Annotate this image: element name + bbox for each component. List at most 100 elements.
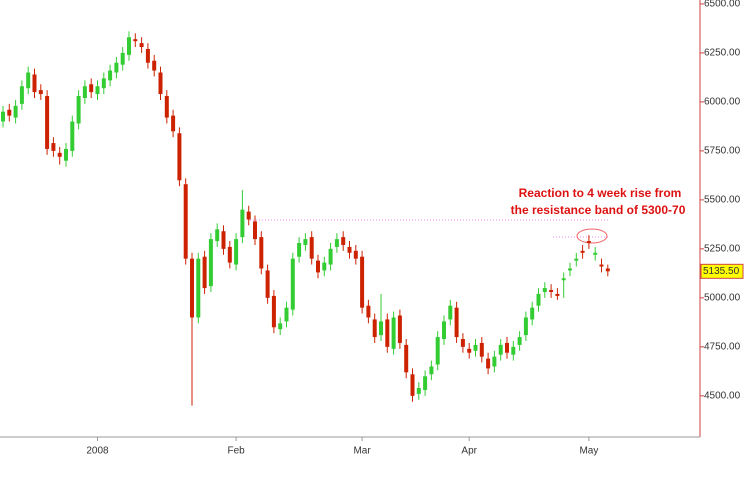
y-tick-label: 5000.00 — [704, 293, 741, 304]
candle-body — [586, 241, 591, 243]
candle-body — [177, 133, 182, 181]
candle-body — [517, 337, 522, 345]
y-tick-label: 4500.00 — [704, 390, 741, 401]
candle-body — [108, 70, 113, 81]
candle-body — [568, 268, 572, 271]
annotation: the resistance band of 5300-70 — [511, 203, 686, 217]
candle-body — [366, 305, 371, 318]
candle-body — [404, 344, 409, 373]
candle-body — [1, 111, 5, 122]
x-tick-label: 2008 — [86, 446, 109, 457]
candle-body — [435, 337, 440, 365]
y-tick-label: 6000.00 — [704, 97, 741, 108]
annotation: Reaction to 4 week rise from — [519, 186, 682, 200]
candle-body — [297, 242, 302, 257]
candle-body — [460, 339, 465, 347]
highlight-circle — [576, 228, 608, 244]
candle-body — [360, 256, 365, 308]
candle-body — [416, 388, 421, 394]
y-tick-label: 4750.00 — [704, 341, 741, 352]
candle-body — [202, 256, 207, 289]
candle-body — [303, 239, 308, 245]
candle-body — [234, 239, 239, 265]
candle-body — [13, 105, 18, 118]
candle-body — [120, 52, 125, 65]
candle-body — [379, 321, 383, 336]
candle-body — [70, 121, 75, 151]
candle-body — [26, 72, 31, 89]
candle-body — [322, 262, 327, 271]
candle-body — [139, 43, 144, 48]
candle-body — [208, 239, 213, 287]
candle-body — [82, 86, 87, 98]
candle-body — [486, 358, 491, 369]
candle-body — [253, 221, 257, 240]
candle-body — [448, 305, 453, 320]
candle-body — [32, 74, 37, 93]
candle-body — [593, 252, 598, 255]
last-value-label: 5135.50 — [703, 266, 740, 277]
candle-body — [183, 184, 188, 259]
candle-body — [284, 307, 289, 322]
candle-body — [290, 258, 295, 310]
candle-body — [555, 293, 560, 296]
candle-body — [530, 307, 535, 320]
candle-body — [95, 86, 100, 95]
candle-body — [271, 295, 276, 328]
candle-body — [492, 356, 497, 367]
candle-body — [523, 317, 528, 336]
x-tick-label: Mar — [353, 446, 371, 457]
candle-body — [353, 250, 358, 259]
candle-body — [473, 344, 478, 351]
x-tick-label: Apr — [461, 446, 477, 457]
candle-body — [38, 90, 43, 95]
candle-body — [328, 248, 333, 265]
candle-body — [227, 246, 232, 263]
y-tick-label: 5750.00 — [704, 146, 741, 157]
candle-body — [397, 315, 402, 343]
candle-body — [45, 96, 50, 149]
candle-body — [542, 288, 547, 292]
candle-body — [64, 148, 68, 161]
candle-body — [164, 96, 169, 118]
candle-body — [7, 109, 12, 116]
candle-body — [114, 62, 119, 73]
candle-body — [76, 96, 81, 124]
candle-body — [574, 258, 579, 261]
candle-body — [599, 264, 604, 267]
candle-body — [549, 290, 554, 292]
candle-body — [467, 348, 472, 353]
candle-body — [334, 239, 339, 247]
y-tick-label: 5250.00 — [704, 244, 741, 255]
candle-body — [372, 319, 377, 338]
candle-body — [347, 246, 352, 253]
candle-body — [246, 211, 251, 220]
candle-body — [51, 143, 56, 151]
y-tick-label: 5500.00 — [704, 195, 741, 206]
candle-body — [89, 84, 94, 93]
candle-body — [152, 60, 157, 71]
candle-body — [158, 72, 163, 95]
x-tick-label: Feb — [227, 446, 245, 457]
candle-body — [265, 270, 270, 298]
candle-body — [536, 293, 541, 306]
candle-body — [605, 268, 610, 272]
candle-body — [316, 260, 320, 273]
y-tick-label: 6250.00 — [704, 48, 741, 59]
candle-body — [240, 209, 245, 238]
candle-body — [133, 39, 138, 42]
candle-body — [498, 344, 503, 355]
candle-body — [511, 346, 516, 355]
candle-body — [190, 258, 194, 318]
x-tick-label: May — [579, 446, 598, 457]
candle-body — [309, 237, 314, 259]
y-tick-label: 6500.00 — [704, 0, 741, 10]
candle-body — [196, 258, 201, 318]
candle-body — [385, 319, 390, 347]
candle-body — [454, 307, 459, 338]
candle-body — [423, 376, 428, 390]
candle-body — [127, 37, 131, 55]
candle-body — [19, 86, 24, 104]
